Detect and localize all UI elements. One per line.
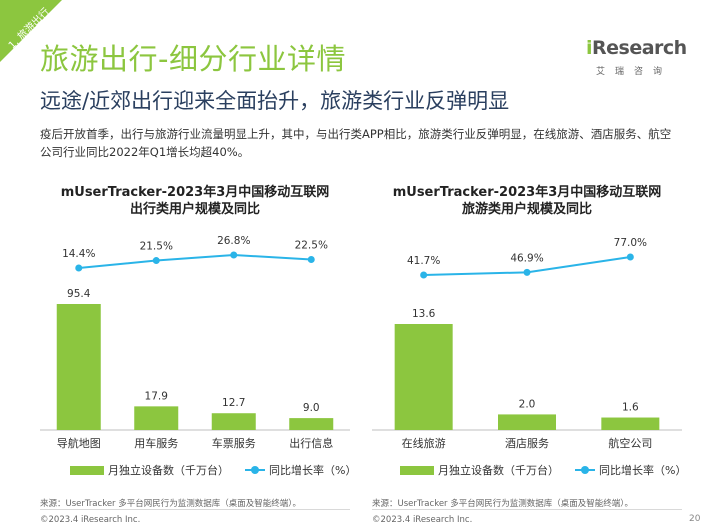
chart-1: 95.4 导航地图 17.9 用车服务 12.7 车票服务 9.0 出行信息 14.4% 21.5… (40, 235, 350, 450)
growth-rate-label: 21.5% (140, 241, 173, 253)
bar (211, 413, 256, 430)
bar (601, 417, 660, 430)
section-corner-tab (0, 0, 62, 62)
x-tick-label: 出行信息 (289, 436, 333, 450)
legend-bar-swatch (70, 465, 104, 475)
chart-1-title-line1: mUserTracker-2023年3月中国移动互联网 (60, 185, 330, 200)
growth-rate-point (230, 251, 238, 259)
chart-1-title-line2: 出行类用户规模及同比 (129, 202, 260, 217)
chart-1-legend: 月独立设备数（千万台） 同比增长率（%） (70, 462, 356, 478)
bar-value-label: 12.7 (222, 397, 245, 409)
legend-bar-label: 月独立设备数（千万台） (108, 464, 229, 477)
copyright-right: ©2023.4 iResearch Inc. (372, 515, 473, 525)
bar (134, 406, 179, 430)
footer-divider-right (372, 509, 682, 510)
page-number: 20 (689, 514, 701, 524)
growth-rate-point (626, 253, 634, 261)
chart-2-legend: 月独立设备数（千万台） 同比增长率（%） (400, 462, 686, 478)
legend-line-label: 同比增长率（%） (599, 464, 687, 477)
chart-2-title: mUserTracker-2023年3月中国移动互联网 旅游类用户规模及同比 (372, 184, 682, 218)
logo-wordmark: iResearch (586, 37, 687, 59)
growth-rate-label: 26.8% (217, 235, 250, 247)
x-tick-label: 用车服务 (134, 436, 178, 450)
legend-bar-swatch (400, 465, 434, 475)
bar (394, 324, 453, 430)
growth-rate-point (152, 257, 160, 265)
page-description: 疫后开放首季，出行与旅游行业流量明显上升，其中，与出行类APP相比，旅游类行业反… (40, 127, 672, 159)
bar (56, 304, 101, 430)
logo-subtitle: 艾瑞咨询 (596, 67, 673, 77)
footer-divider-left (40, 509, 350, 510)
growth-rate-point (307, 256, 315, 264)
x-tick-label: 导航地图 (57, 436, 101, 450)
growth-rate-label: 22.5% (295, 240, 328, 252)
legend-line-swatch (245, 466, 265, 474)
bar-value-label: 13.6 (412, 308, 436, 320)
x-tick-label: 航空公司 (608, 436, 652, 450)
growth-rate-label: 77.0% (614, 237, 647, 249)
copyright-left: ©2023.4 iResearch Inc. (40, 515, 141, 525)
page-subtitle: 远途/近郊出行迎来全面抬升，旅游类行业反弹明显 (40, 89, 510, 113)
growth-rate-line (78, 253, 312, 269)
growth-rate-point (75, 264, 83, 272)
bar-value-label: 1.6 (622, 402, 639, 414)
growth-rate-label: 14.4% (62, 248, 95, 260)
source-note-right: 来源：UserTracker 多平台网民行为监测数据库（桌面及智能终端）。 (372, 499, 633, 509)
x-tick-label: 酒店服务 (505, 436, 549, 450)
chart-1-title: mUserTracker-2023年3月中国移动互联网 出行类用户规模及同比 (40, 184, 350, 218)
bar-value-label: 9.0 (303, 402, 320, 414)
growth-rate-label: 46.9% (510, 252, 543, 264)
bar (289, 418, 334, 430)
chart-2-title-line1: mUserTracker-2023年3月中国移动互联网 (392, 185, 662, 200)
page-title: 旅游出行-细分行业详情 (40, 42, 346, 76)
bar-value-label: 17.9 (145, 390, 168, 402)
x-tick-label: 车票服务 (212, 436, 256, 450)
bar-value-label: 2.0 (519, 398, 536, 410)
legend-line-label: 同比增长率（%） (269, 464, 357, 477)
bar-value-label: 95.4 (67, 288, 91, 300)
chart-2: 13.6 在线旅游 2.0 酒店服务 1.6 航空公司 41.7% 46.9% 77.0% (372, 237, 682, 450)
chart-2-title-line2: 旅游类用户规模及同比 (461, 202, 592, 217)
growth-rate-label: 41.7% (407, 255, 440, 267)
growth-rate-point (420, 271, 428, 279)
bar (498, 414, 556, 430)
x-tick-label: 在线旅游 (402, 436, 446, 450)
legend-line-swatch (575, 466, 595, 474)
source-note-left: 来源：UserTracker 多平台网民行为监测数据库（桌面及智能终端）。 (40, 499, 301, 509)
growth-rate-point (523, 268, 531, 276)
legend-bar-label: 月独立设备数（千万台） (438, 464, 559, 477)
iresearch-logo: iResearch 艾瑞咨询 (586, 37, 687, 87)
